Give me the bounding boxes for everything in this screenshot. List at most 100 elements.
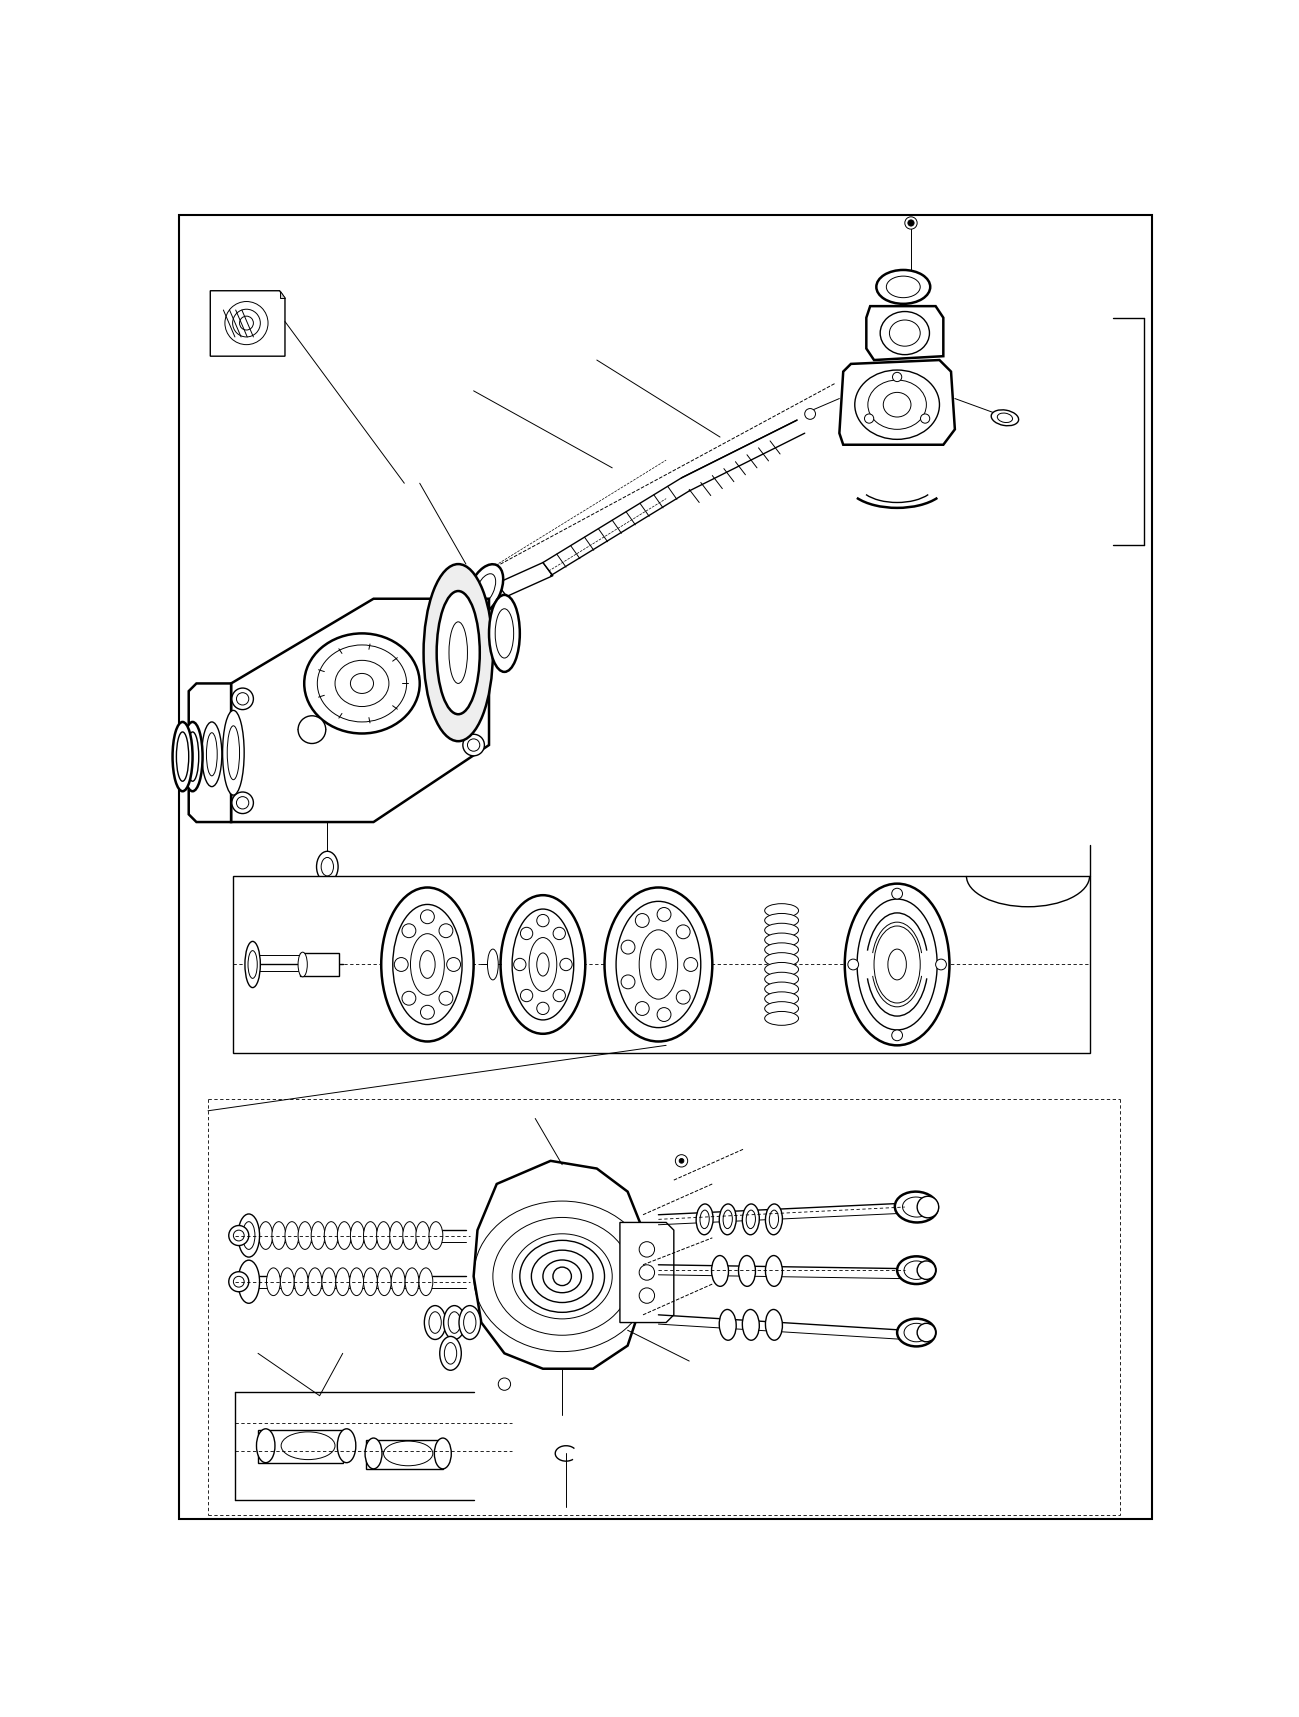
Ellipse shape: [765, 1255, 782, 1286]
Circle shape: [639, 1288, 655, 1303]
Ellipse shape: [746, 1210, 756, 1229]
Circle shape: [935, 960, 947, 970]
Ellipse shape: [227, 726, 239, 780]
Circle shape: [536, 1003, 549, 1015]
Ellipse shape: [410, 934, 444, 996]
Ellipse shape: [248, 951, 257, 979]
Ellipse shape: [364, 1267, 378, 1296]
Circle shape: [560, 958, 572, 970]
Ellipse shape: [294, 1267, 308, 1296]
Ellipse shape: [420, 1267, 433, 1296]
Ellipse shape: [468, 565, 503, 615]
Ellipse shape: [886, 276, 920, 297]
Ellipse shape: [207, 733, 217, 776]
Circle shape: [225, 302, 268, 345]
Circle shape: [462, 611, 485, 632]
Ellipse shape: [765, 932, 799, 946]
Ellipse shape: [844, 884, 950, 1046]
Circle shape: [675, 1154, 687, 1168]
Ellipse shape: [700, 1210, 709, 1229]
Ellipse shape: [898, 1257, 935, 1284]
Bar: [259, 1430, 343, 1463]
Circle shape: [439, 991, 453, 1004]
Ellipse shape: [259, 1223, 273, 1250]
Ellipse shape: [284, 1223, 299, 1250]
Ellipse shape: [420, 951, 435, 979]
Ellipse shape: [246, 941, 260, 987]
Ellipse shape: [903, 1197, 930, 1217]
Circle shape: [421, 910, 434, 924]
Ellipse shape: [177, 731, 188, 781]
Ellipse shape: [351, 673, 374, 694]
Ellipse shape: [765, 982, 799, 996]
Ellipse shape: [434, 1439, 451, 1468]
Circle shape: [553, 927, 565, 939]
Ellipse shape: [238, 1214, 260, 1257]
Polygon shape: [839, 361, 955, 445]
Circle shape: [239, 316, 253, 330]
Ellipse shape: [381, 888, 474, 1042]
Bar: [366, 1439, 443, 1468]
Circle shape: [908, 220, 914, 227]
Ellipse shape: [317, 646, 407, 721]
Circle shape: [679, 1159, 683, 1162]
Ellipse shape: [416, 1223, 430, 1250]
Circle shape: [892, 373, 902, 381]
Circle shape: [677, 991, 690, 1004]
Ellipse shape: [338, 1429, 356, 1463]
Circle shape: [657, 1008, 672, 1022]
Polygon shape: [234, 876, 1090, 1053]
Ellipse shape: [297, 1223, 312, 1250]
Polygon shape: [474, 1161, 643, 1368]
Circle shape: [521, 989, 533, 1001]
Ellipse shape: [365, 1439, 382, 1468]
Ellipse shape: [335, 661, 388, 706]
Circle shape: [553, 989, 565, 1001]
Ellipse shape: [604, 888, 712, 1042]
Circle shape: [917, 1197, 939, 1217]
Ellipse shape: [765, 913, 799, 927]
Circle shape: [231, 689, 253, 709]
Ellipse shape: [500, 895, 586, 1034]
Ellipse shape: [308, 1267, 322, 1296]
Bar: [300, 953, 339, 975]
Ellipse shape: [222, 711, 244, 795]
Circle shape: [439, 924, 453, 937]
Ellipse shape: [765, 924, 799, 937]
Circle shape: [621, 975, 635, 989]
Ellipse shape: [724, 1210, 733, 1229]
Circle shape: [921, 414, 930, 422]
Ellipse shape: [443, 1305, 465, 1339]
Circle shape: [229, 1272, 249, 1291]
Ellipse shape: [488, 594, 520, 671]
Ellipse shape: [391, 1267, 405, 1296]
Ellipse shape: [765, 972, 799, 986]
Ellipse shape: [529, 937, 557, 991]
Ellipse shape: [895, 1192, 938, 1223]
Ellipse shape: [874, 925, 920, 1003]
Ellipse shape: [317, 852, 338, 883]
Ellipse shape: [765, 1001, 799, 1015]
Ellipse shape: [321, 857, 334, 876]
Circle shape: [447, 958, 461, 972]
Circle shape: [231, 792, 253, 814]
Ellipse shape: [904, 1324, 929, 1341]
Ellipse shape: [392, 905, 462, 1025]
Ellipse shape: [720, 1204, 737, 1235]
Polygon shape: [231, 599, 488, 822]
Ellipse shape: [281, 1432, 335, 1459]
Ellipse shape: [390, 1223, 404, 1250]
Ellipse shape: [243, 1223, 255, 1250]
Ellipse shape: [349, 1267, 364, 1296]
Ellipse shape: [351, 1223, 364, 1250]
Circle shape: [657, 908, 672, 922]
Ellipse shape: [325, 1223, 338, 1250]
Circle shape: [234, 1229, 244, 1241]
Ellipse shape: [183, 721, 203, 792]
Polygon shape: [188, 683, 231, 822]
Circle shape: [499, 1379, 511, 1391]
Ellipse shape: [238, 1260, 260, 1303]
Ellipse shape: [765, 1011, 799, 1025]
Ellipse shape: [425, 1305, 446, 1339]
Ellipse shape: [173, 721, 192, 792]
